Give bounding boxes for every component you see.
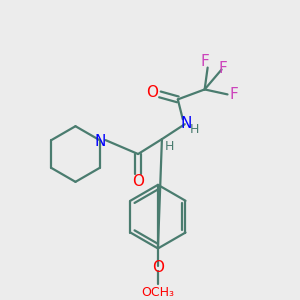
- Text: F: F: [229, 87, 238, 102]
- Text: N: N: [95, 134, 106, 148]
- Text: O: O: [152, 260, 164, 275]
- Text: O: O: [132, 174, 144, 189]
- Text: OCH₃: OCH₃: [141, 286, 174, 299]
- Text: F: F: [218, 61, 227, 76]
- Text: F: F: [200, 54, 209, 69]
- Text: H: H: [165, 140, 175, 153]
- Text: H: H: [190, 123, 200, 136]
- Text: N: N: [180, 116, 191, 131]
- Text: O: O: [146, 85, 158, 100]
